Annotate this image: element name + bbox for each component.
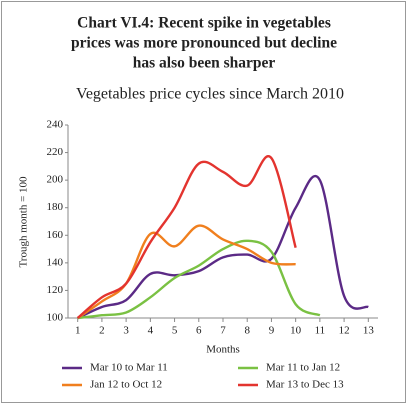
- line: [77, 239, 321, 320]
- x-tick-label: 7: [220, 325, 226, 337]
- chart-title: Chart VI.4: Recent spike in vegetables: [77, 15, 331, 32]
- x-tick-label: 4: [148, 325, 154, 337]
- line: [77, 175, 369, 320]
- x-tick-label: 1: [75, 325, 81, 337]
- y-tick-label: 240: [47, 119, 64, 131]
- y-axis-label: Trough month = 100: [18, 176, 30, 268]
- x-tick-label: 2: [99, 325, 105, 337]
- x-tick-label: 9: [269, 325, 275, 337]
- x-tick-label: 3: [123, 325, 129, 337]
- legend-label: Mar 11 to Jan 12: [266, 362, 340, 374]
- line: [76, 155, 297, 319]
- y-tick-label: 140: [47, 256, 64, 268]
- legend-label: Jan 12 to Oct 12: [90, 379, 162, 391]
- chart-title: has also been sharper: [133, 55, 276, 72]
- x-tick-label: 10: [290, 325, 302, 337]
- x-tick-label: 12: [339, 325, 350, 337]
- y-tick-label: 180: [47, 201, 64, 213]
- line: [77, 224, 296, 319]
- y-tick-label: 200: [47, 174, 64, 186]
- x-tick-label: 13: [363, 325, 375, 337]
- x-tick-label: 6: [196, 325, 202, 337]
- y-tick-label: 220: [47, 146, 64, 158]
- x-axis-label: Months: [206, 344, 240, 356]
- x-tick-label: 5: [172, 325, 178, 337]
- y-tick-label: 100: [47, 312, 64, 324]
- y-tick-label: 160: [47, 229, 64, 241]
- chart-title: prices was more pronounced but decline: [71, 35, 337, 52]
- subtitle: Vegetables price cycles since March 2010: [76, 86, 344, 103]
- legend-label: Mar 10 to Mar 11: [90, 362, 168, 374]
- legend-label: Mar 13 to Dec 13: [266, 379, 344, 391]
- y-tick-label: 120: [47, 284, 64, 296]
- x-tick-label: 8: [244, 325, 250, 337]
- x-tick-label: 11: [315, 325, 326, 337]
